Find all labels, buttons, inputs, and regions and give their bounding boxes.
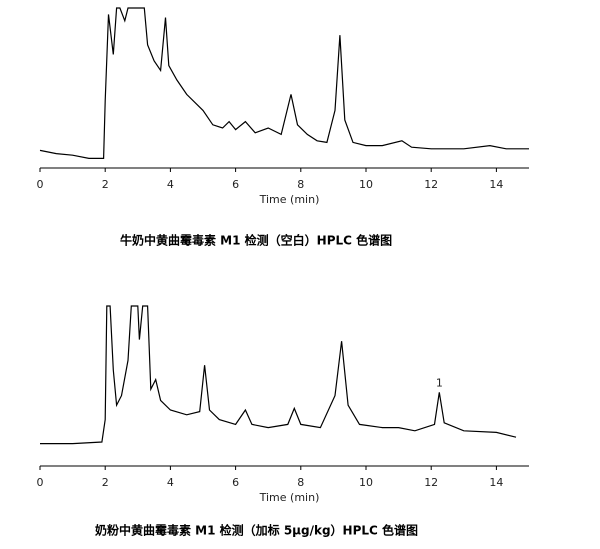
x-tick-label: 8 <box>297 178 304 191</box>
x-axis-label: Time (min) <box>259 491 320 504</box>
x-tick-label: 12 <box>424 178 438 191</box>
x-tick-label: 0 <box>37 476 44 489</box>
x-tick-label: 6 <box>232 178 239 191</box>
x-tick-label: 4 <box>167 476 174 489</box>
chromatogram-line <box>40 305 517 445</box>
x-tick-label: 10 <box>359 476 373 489</box>
x-tick-label: 2 <box>102 476 109 489</box>
x-tick-label: 0 <box>37 178 44 191</box>
caption: 奶粉中黄曲霉毒素 M1 检测（加标 5μg/kg）HPLC 色谱图 <box>95 523 418 538</box>
x-tick-label: 2 <box>102 178 109 191</box>
x-tick-label: 4 <box>167 178 174 191</box>
x-tick-label: 8 <box>297 476 304 489</box>
x-tick-label: 10 <box>359 178 373 191</box>
x-tick-label: 14 <box>489 476 503 489</box>
chromatogram-line <box>39 7 529 159</box>
caption: 牛奶中黄曲霉毒素 M1 检测（空白）HPLC 色谱图 <box>120 233 392 248</box>
x-axis-label: Time (min) <box>259 193 320 206</box>
x-tick-label: 14 <box>489 178 503 191</box>
peak-label: 1 <box>436 376 443 389</box>
x-tick-label: 6 <box>232 476 239 489</box>
x-tick-label: 12 <box>424 476 438 489</box>
